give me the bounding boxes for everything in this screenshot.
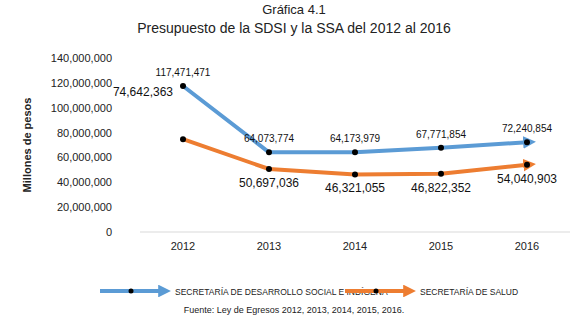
data-label: 64,173,979 <box>330 133 380 144</box>
y-tick-label: 140,000,000 <box>51 52 112 64</box>
data-group <box>180 83 530 177</box>
data-label: 72,240,854 <box>502 123 552 134</box>
chart: Gráfica 4.1 Presupuesto de la SDSI y la S… <box>0 0 588 335</box>
point <box>438 145 444 151</box>
legend: SECRETARÍA DE DESARROLLO SOCIAL E INDÍGE… <box>100 287 518 297</box>
x-tick-label: 2013 <box>257 240 281 252</box>
data-label: 50,697,036 <box>239 176 299 190</box>
title: Gráfica 4.1 <box>262 2 326 17</box>
point <box>266 149 272 155</box>
x-tick-label: 2012 <box>171 240 195 252</box>
y-tick <box>137 82 140 83</box>
data-label: 67,771,854 <box>416 129 466 140</box>
legend-label: SECRETARÍA DE SALUD <box>420 287 518 297</box>
y-tick <box>137 132 140 133</box>
y-tick <box>137 207 140 208</box>
series-line <box>183 86 527 152</box>
y-tick-label: 60,000,000 <box>57 151 112 163</box>
y-tick-label: 80,000,000 <box>57 127 112 139</box>
point <box>266 166 272 172</box>
point <box>438 171 444 177</box>
data-label: 74,642,363 <box>113 85 173 99</box>
y-tick <box>137 157 140 158</box>
legend-swatch <box>100 289 162 293</box>
data-labels: 117,471,471 64,073,774 64,173,979 67,771,85… <box>113 67 557 195</box>
data-label: 46,321,055 <box>325 181 385 195</box>
point <box>524 162 530 168</box>
subtitle: Presupuesto de la SDSI y la SSA del 2012… <box>137 20 451 36</box>
point <box>180 83 186 89</box>
y-tick-label: 0 <box>106 226 112 238</box>
data-label: 64,073,774 <box>244 133 294 144</box>
series-line <box>183 139 527 174</box>
point <box>352 149 358 155</box>
data-label: 117,471,471 <box>156 67 211 78</box>
point <box>524 139 530 145</box>
data-label: 46,822,352 <box>411 181 471 195</box>
y-tick-label: 40,000,000 <box>57 176 112 188</box>
data-label: 54,040,903 <box>497 172 557 186</box>
y-tick <box>137 58 140 59</box>
y-tick <box>137 182 140 183</box>
x-tick-label: 2015 <box>429 240 453 252</box>
x-tick-label: 2016 <box>515 240 539 252</box>
legend-marker <box>374 289 379 294</box>
y-tick <box>137 107 140 108</box>
y-tick-label: 20,000,000 <box>57 201 112 213</box>
y-axis-label: Millones de pesos <box>21 98 33 193</box>
legend-swatch <box>345 289 407 293</box>
legend-marker <box>129 289 134 294</box>
x-axis <box>140 232 570 233</box>
y-tick <box>137 232 140 233</box>
x-tick-label: 2014 <box>343 240 367 252</box>
y-tick-label: 100,000,000 <box>51 102 112 114</box>
point <box>352 171 358 177</box>
source: Fuente: Ley de Egresos 2012, 2013, 2014,… <box>184 305 405 315</box>
point <box>180 136 186 142</box>
y-tick-label: 120,000,000 <box>51 77 112 89</box>
